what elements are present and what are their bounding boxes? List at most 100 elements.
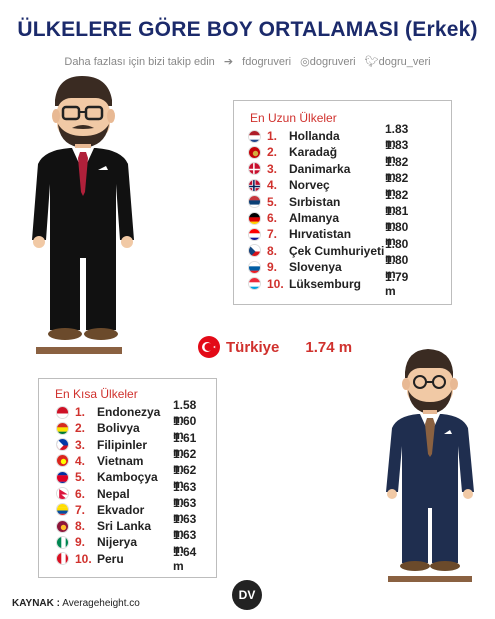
tallest-flag-icon [248,211,261,225]
shortest-flag-icon [56,535,69,549]
tallest-country: Danimarka [289,161,351,176]
tallest-flag-icon [248,162,261,176]
tallest-rank: 9. [267,260,278,275]
tallest-height: 1.83 m [385,122,409,150]
tallest-height: 1.82 m [385,187,409,216]
page-title: ÜLKELERE GÖRE BOY ORTALAMASI (Erkek) [17,18,478,41]
tallest-country: Norveç [289,178,330,193]
shortest-flag-icon [56,519,69,533]
tallest-row: 2. Karadağ 1.83 m [248,138,408,166]
shortest-height: 1.63 m [173,528,197,557]
short-man-illustration [386,349,474,582]
shortest-country: Nepal [97,486,130,501]
shortest-row: 6. Nepal 1.63 m [56,480,196,508]
turkey-row: Türkiye 1.74 m [198,336,352,358]
shortest-country: Sri Lanka [97,519,152,534]
source-label: KAYNAK : [12,598,60,609]
shortest-flag-icon [56,454,69,468]
shortest-country: Nijerya [97,535,138,550]
tallest-row: 5. Sırbistan 1.82 m [248,188,408,216]
tallest-rank: 1. [267,129,278,143]
tallest-country: Karadağ [289,145,338,160]
shortest-row: 1. Endonezya 1.58 m [56,398,196,426]
shortest-country: Bolivya [97,421,140,436]
shortest-country: Peru [97,551,124,566]
shortest-height: 1.60 m [173,414,197,443]
shortest-rank: 1. [75,405,86,419]
shortest-flag-icon [56,552,69,566]
tallest-country: Almanya [289,211,340,225]
tallest-row: 9. Slovenya 1.80 m [248,253,408,281]
tallest-row: 6. Almanya 1.81 m [248,204,408,232]
tallest-rank: 3. [267,161,278,176]
twitter-link[interactable]: 🐦︎dogru_veri [364,56,431,68]
facebook-icon: f [242,56,246,68]
tallest-height: 1.81 m [385,204,409,232]
shortest-flag-icon [56,470,69,484]
shortest-row: 4. Vietnam 1.62 m [56,447,196,475]
shortest-rank: 7. [75,502,86,517]
tallest-flag-icon [248,227,261,241]
shortest-height: 1.63 m [173,495,197,524]
tallest-row: 10. Lüksemburg 1.79 m [248,270,408,298]
facebook-link[interactable]: fdogruveri [242,56,292,68]
shortest-flag-icon [56,438,69,452]
arrow-icon: ➔ [223,56,234,68]
tallest-row: 3. Danimarka 1.82 m [248,155,408,183]
shortest-country: Filipinler [97,437,148,452]
tallest-height: 1.80 m [385,253,409,282]
tallest-country: Hırvatistan [289,227,352,242]
tallest-height: 1.82 m [385,154,409,183]
shortest-flag-icon [56,487,69,500]
instagram-link[interactable]: ◎dogruveri [300,56,356,68]
shortest-flag-icon [56,421,69,435]
tallest-flag-icon [248,244,261,258]
tallest-row: 4. Norveç 1.82 m [248,171,408,199]
shortest-flag-icon [56,405,69,419]
shortest-height: 1.63 m [173,512,197,541]
shortest-rank: 5. [75,470,86,485]
tallest-height: 1.80 m [385,220,409,249]
shortest-row: 7. Ekvador 1.63 m [56,496,196,524]
tallest-height: 1.83 m [385,138,409,167]
tallest-panel-title: En Uzun Ülkeler [250,111,337,125]
shortest-flag-icon [56,503,69,517]
shortest-height: 1.62 m [173,463,197,492]
shortest-rank: 9. [75,535,86,550]
tallest-country: Lüksemburg [289,276,362,291]
tallest-row: 1. Hollanda 1.83 m [248,122,408,150]
shortest-row: 2. Bolivya 1.60 m [56,414,196,442]
tallest-country: Çek Cumhuriyeti [289,243,385,258]
shortest-rank: 4. [75,453,86,468]
turkey-label: Türkiye [226,338,280,356]
tallest-country: Slovenya [289,260,342,275]
follow-bar: Daha fazlası için bizi takip edin ➔ fdog… [0,55,495,68]
tallest-flag-icon [248,178,261,192]
turkey-value: 1.74 m [305,338,353,356]
shortest-country: Vietnam [97,453,144,468]
source-credit: KAYNAK : Averageheight.co [12,598,140,609]
tallest-rank: 4. [267,178,278,193]
shortest-height: 1.64 m [173,544,197,573]
tallest-flag-icon [248,195,261,209]
shortest-panel-title: En Kısa Ülkeler [55,387,138,401]
tallest-country: Hollanda [289,129,340,143]
tallest-row: 7. Hırvatistan 1.80 m [248,220,408,248]
shortest-country: Kamboçya [97,470,158,485]
tallest-row: 8. Çek Cumhuriyeti 1.80 m [248,237,408,265]
shortest-height: 1.62 m [173,446,197,475]
shortest-rank: 2. [75,421,86,436]
shortest-height: 1.58 m [173,398,197,426]
tallest-rank: 8. [267,243,278,258]
twitter-icon: 🐦︎ [364,56,379,68]
brand-logo: DV [232,580,262,610]
tallest-height: 1.80 m [385,236,409,265]
tall-man-illustration [32,76,134,354]
shortest-rank: 3. [75,437,86,452]
tallest-flag-icon [248,277,261,291]
tallest-rank: 5. [267,194,278,209]
tallest-flag-icon [248,145,261,159]
follow-text: Daha fazlası için bizi takip edin [64,56,215,68]
shortest-height: 1.63 m [173,479,197,508]
tallest-flag-icon [248,260,261,274]
